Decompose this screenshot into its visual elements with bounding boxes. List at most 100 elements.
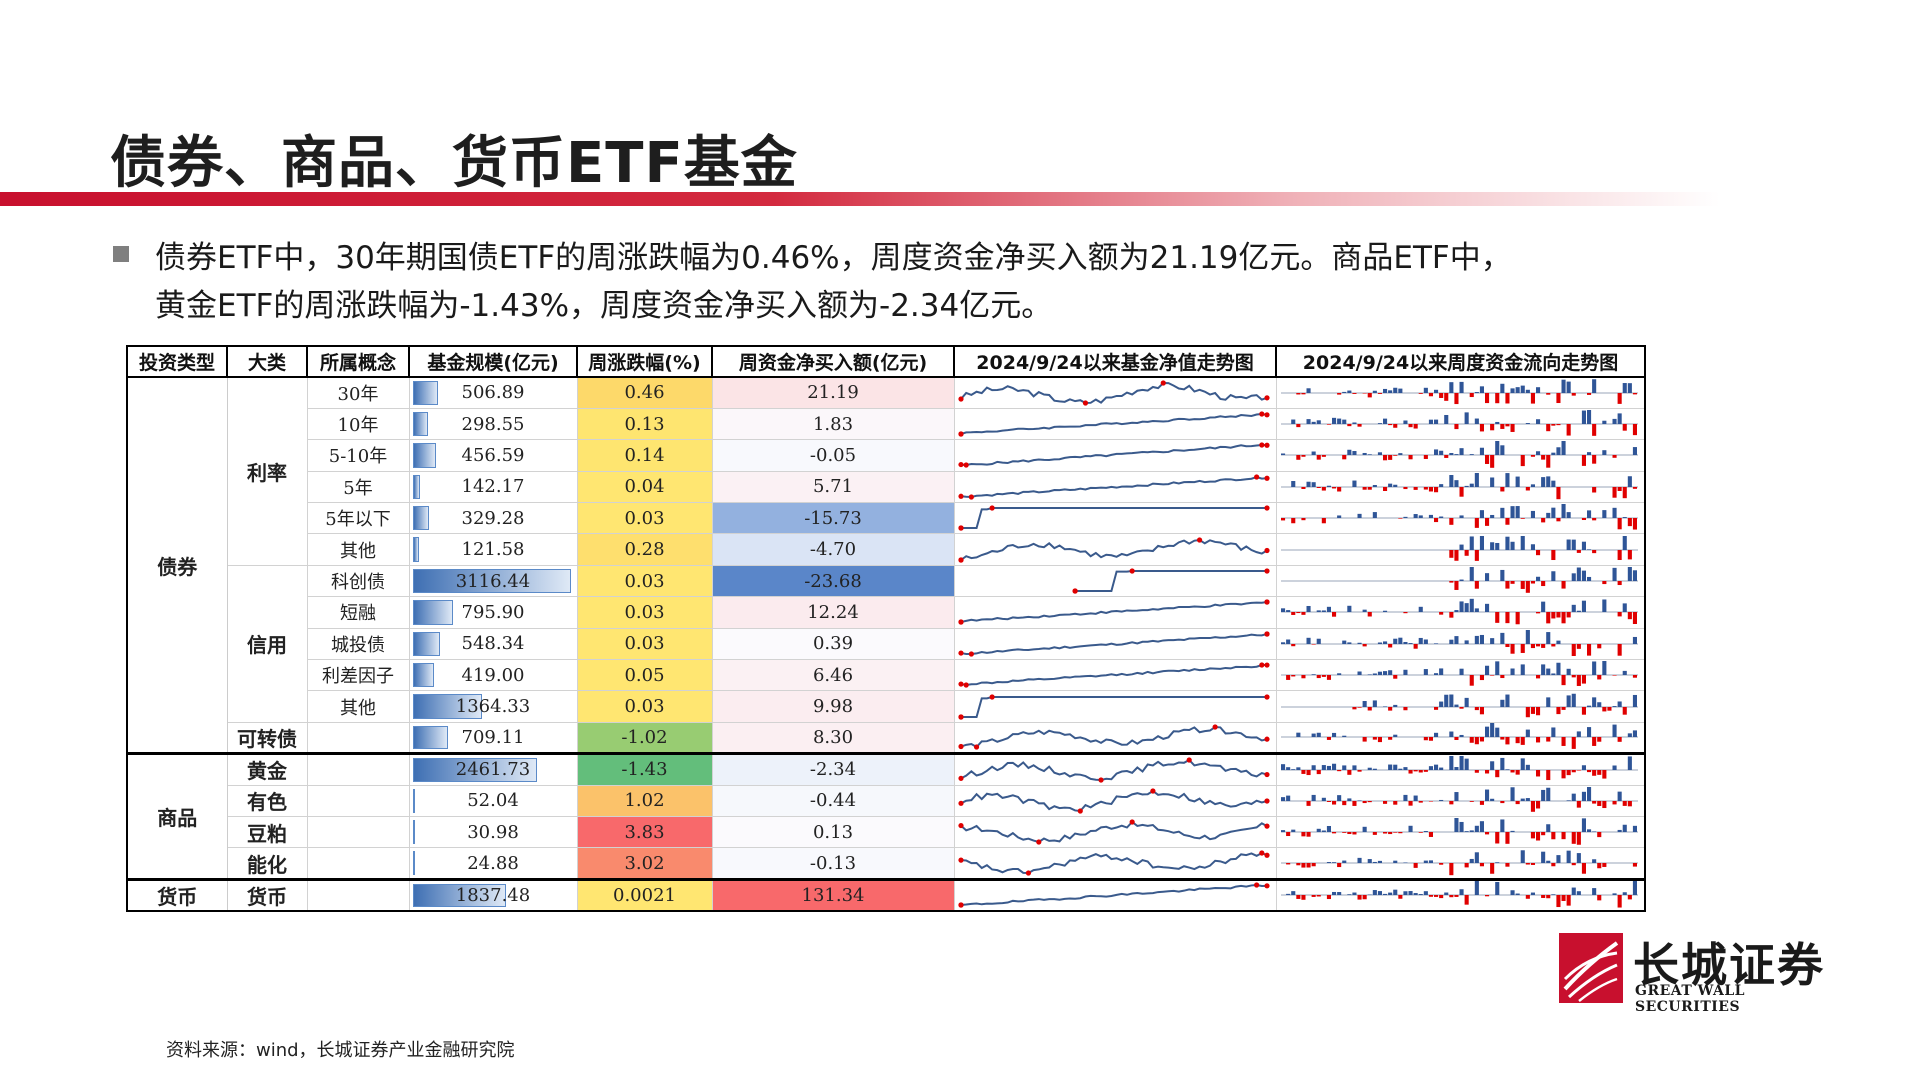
flow-bar bbox=[1428, 766, 1433, 770]
flow-bar bbox=[1617, 701, 1622, 707]
flow-bar bbox=[1413, 863, 1418, 868]
flow-bar bbox=[1474, 706, 1479, 710]
nav-marker bbox=[968, 494, 974, 500]
flow-bar bbox=[1474, 881, 1479, 896]
flow-bar bbox=[1484, 789, 1489, 801]
flow-bar bbox=[1571, 539, 1576, 550]
flow-bar bbox=[1586, 576, 1591, 582]
nav-marker bbox=[1072, 588, 1078, 594]
flow-bar bbox=[1290, 829, 1295, 833]
nav-marker bbox=[1129, 568, 1135, 574]
flow-bar bbox=[1622, 824, 1627, 833]
flow-bar bbox=[1586, 643, 1591, 656]
nav-marker bbox=[1258, 850, 1264, 856]
flow-bar bbox=[1469, 830, 1474, 833]
flow-bar bbox=[1326, 607, 1331, 613]
flow-bar bbox=[1382, 894, 1387, 896]
flow-bar bbox=[1448, 518, 1453, 526]
cell-category: 有色 bbox=[226, 784, 308, 817]
flow-bar bbox=[1581, 570, 1586, 582]
flow-bar bbox=[1520, 643, 1525, 653]
flow-bar bbox=[1617, 895, 1622, 908]
cell-change: 0.03 bbox=[576, 502, 713, 535]
nav-sparkline bbox=[957, 474, 1270, 500]
cell-change: 3.02 bbox=[576, 847, 713, 880]
flow-bar bbox=[1484, 455, 1489, 465]
flow-bar bbox=[1535, 769, 1540, 777]
flow-bar bbox=[1351, 422, 1356, 425]
flow-bar bbox=[1423, 769, 1428, 772]
header-nav-chart: 2024/9/24以来基金净值走势图 bbox=[953, 345, 1277, 378]
flow-bar bbox=[1576, 643, 1581, 649]
table-row: 债券 利率 30年 506.89 0.46 21.19 bbox=[126, 376, 1646, 755]
flow-bar bbox=[1346, 606, 1351, 613]
flow-bar bbox=[1576, 549, 1581, 553]
flow-bar bbox=[1423, 669, 1428, 676]
flow-bar bbox=[1540, 476, 1545, 487]
flow-bar bbox=[1397, 895, 1402, 900]
flow-bar bbox=[1586, 769, 1591, 772]
flow-bar bbox=[1372, 512, 1377, 519]
nav-marker bbox=[1263, 475, 1270, 481]
flow-bar bbox=[1392, 704, 1397, 707]
flow-bar bbox=[1290, 769, 1295, 770]
nav-marker bbox=[1258, 442, 1264, 449]
nav-line bbox=[960, 884, 1267, 907]
flow-bar bbox=[1300, 895, 1305, 901]
nav-line bbox=[960, 695, 1267, 718]
flow-bar bbox=[1382, 671, 1387, 676]
flow-bar bbox=[1545, 392, 1550, 395]
nav-marker bbox=[1263, 568, 1270, 574]
flow-bar bbox=[1479, 675, 1484, 681]
flow-bar bbox=[1336, 515, 1341, 519]
flow-bar bbox=[1561, 379, 1566, 393]
scale-value: 142.17 bbox=[461, 476, 525, 498]
flow-bar bbox=[1520, 455, 1525, 467]
flow-bar bbox=[1326, 737, 1331, 741]
nav-marker bbox=[1149, 788, 1155, 794]
flow-bar bbox=[1474, 635, 1479, 644]
flow-bar bbox=[1326, 862, 1331, 864]
table-row: 可转债 709.11 -1.02 8.30 bbox=[127, 721, 1646, 755]
nav-sparkline bbox=[1072, 568, 1270, 594]
flow-bar bbox=[1423, 387, 1428, 393]
flow-bar bbox=[1550, 453, 1555, 456]
cell-scale: 3116.44 bbox=[408, 564, 578, 598]
nav-marker bbox=[957, 650, 964, 656]
flow-bar bbox=[1535, 800, 1540, 809]
flow-bar bbox=[1428, 392, 1433, 397]
flow-bar bbox=[1515, 769, 1520, 775]
flow-bar bbox=[1418, 800, 1423, 803]
brand-logo: 长城证券 GREAT WALL SECURITIES bbox=[1559, 933, 1839, 1015]
flow-bar bbox=[1632, 694, 1637, 707]
flow-bar bbox=[1510, 541, 1515, 550]
flow-bar bbox=[1372, 390, 1377, 393]
cell-flow-chart bbox=[1275, 627, 1646, 661]
flow-bars bbox=[1280, 629, 1638, 656]
flow-bar bbox=[1311, 734, 1316, 738]
cell-flow-chart bbox=[1275, 877, 1646, 912]
flow-bar bbox=[1504, 769, 1509, 770]
flow-bar bbox=[1469, 800, 1474, 802]
flow-bar bbox=[1561, 675, 1566, 686]
flow-bar bbox=[1596, 769, 1601, 775]
flow-bar bbox=[1346, 769, 1351, 775]
flow-bar bbox=[1545, 737, 1550, 743]
cell-flow-chart bbox=[1275, 596, 1646, 629]
flow-bar bbox=[1285, 894, 1290, 896]
cell-nav-chart bbox=[953, 502, 1277, 535]
scale-databar bbox=[412, 631, 441, 657]
flow-bar bbox=[1413, 643, 1418, 649]
header-change: 周涨跌幅(%) bbox=[576, 345, 713, 378]
flow-bars bbox=[1280, 818, 1638, 845]
table-row: 其他 121.58 0.28 -4.70 bbox=[127, 533, 1646, 566]
flow-bar bbox=[1627, 476, 1632, 487]
cell-flow: -0.05 bbox=[711, 439, 955, 472]
flow-bar bbox=[1341, 832, 1346, 834]
flow-bar bbox=[1499, 757, 1504, 770]
flow-bar bbox=[1622, 382, 1627, 393]
flow-bar bbox=[1285, 832, 1290, 837]
flow-bar bbox=[1453, 549, 1458, 561]
flow-bar bbox=[1504, 581, 1509, 589]
flow-bar bbox=[1540, 602, 1545, 613]
